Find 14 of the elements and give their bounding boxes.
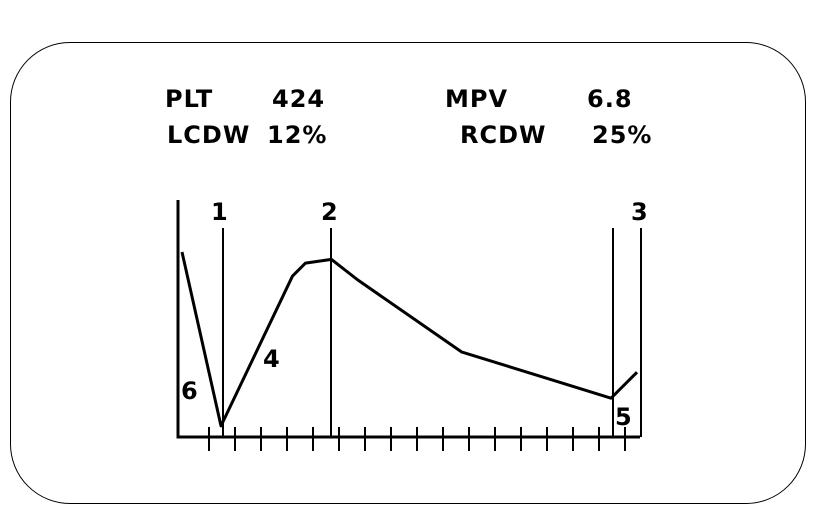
text: 424 bbox=[272, 85, 326, 113]
text: 2 bbox=[321, 198, 339, 226]
text: MPV bbox=[445, 85, 508, 113]
annotation: 4 bbox=[263, 345, 281, 373]
text: PLT bbox=[165, 85, 214, 113]
text: 3 bbox=[631, 198, 649, 226]
text: 25% bbox=[592, 121, 652, 149]
text: 1 bbox=[211, 198, 229, 226]
text: 12% bbox=[267, 121, 328, 149]
annotation: 6 bbox=[181, 377, 199, 405]
text: LCDW bbox=[167, 121, 250, 149]
text: 6.8 bbox=[587, 85, 633, 113]
annotation: 5 bbox=[615, 403, 633, 431]
text: RCDW bbox=[460, 121, 546, 149]
